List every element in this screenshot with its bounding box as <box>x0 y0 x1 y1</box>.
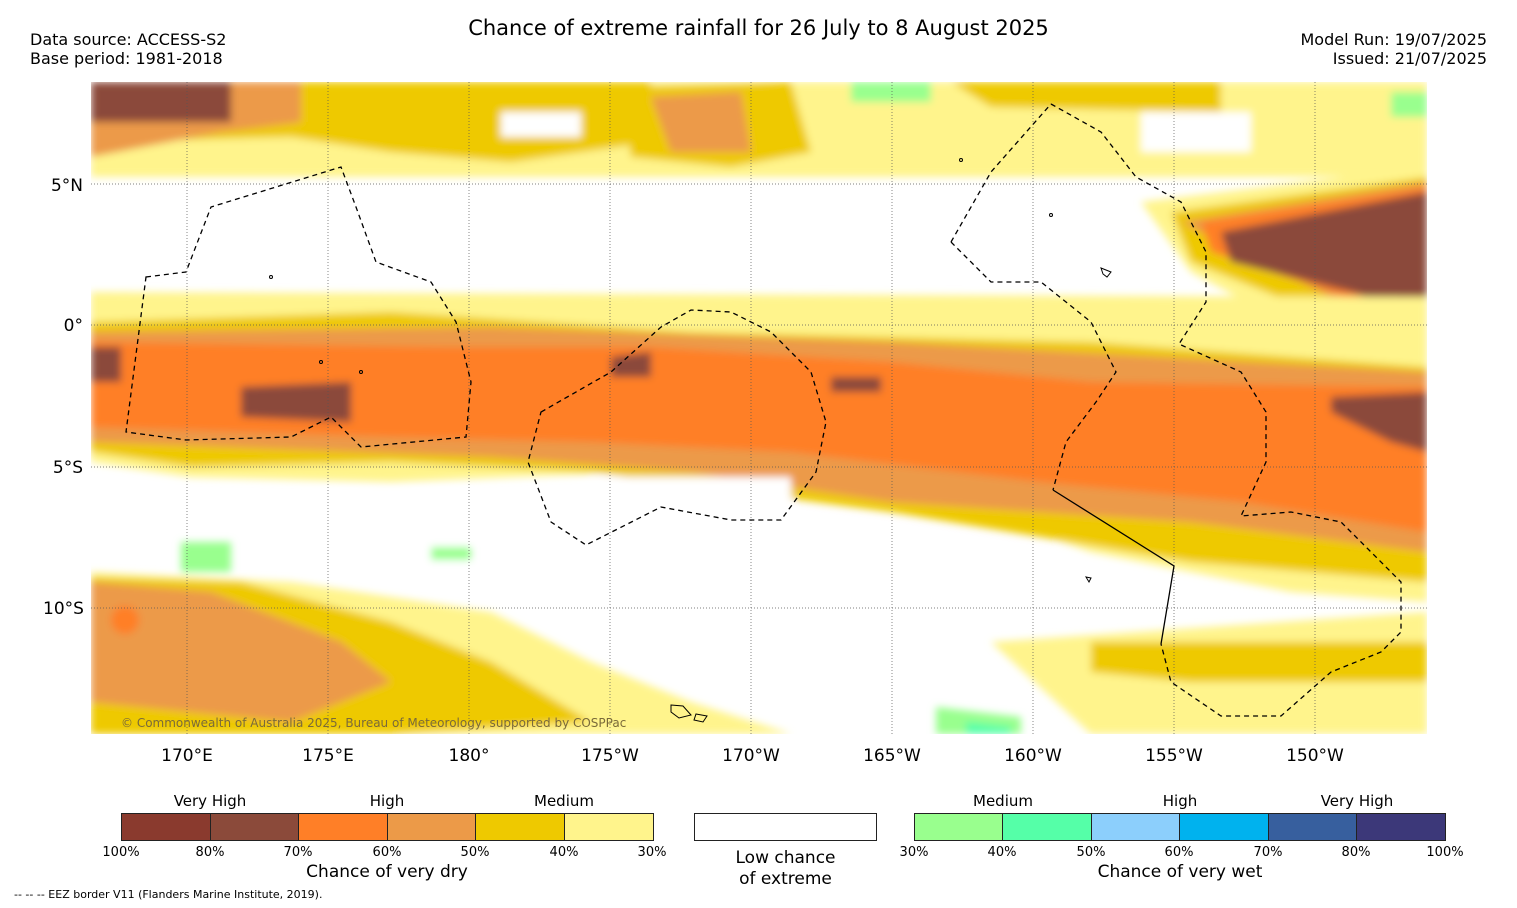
dry-tick: 50% <box>460 845 490 860</box>
dry-tick: 70% <box>283 845 313 860</box>
map-title: Chance of extreme rainfall for 26 July t… <box>468 16 1049 40</box>
lon-label-165w: 165°W <box>863 746 921 766</box>
low-chance-swatch <box>694 813 877 841</box>
wet-swatch-80-100 <box>1357 814 1445 840</box>
eez-solid-border <box>1052 489 1175 645</box>
wet-swatch-50-60 <box>1092 814 1180 840</box>
dry-tick: 100% <box>102 845 140 860</box>
dry-tick: 40% <box>549 845 579 860</box>
model-run: Model Run: 19/07/2025 <box>1300 30 1488 49</box>
lat-label-0: 0° <box>63 316 83 336</box>
dry-colorbar <box>121 813 654 841</box>
dry-category-medium: Medium <box>534 792 594 810</box>
wet-swatch-30-40 <box>915 814 1003 840</box>
wet-tick: 60% <box>1164 845 1194 860</box>
wet-swatch-40-50 <box>1003 814 1092 840</box>
wet-swatch-70-80 <box>1269 814 1357 840</box>
dry-tick: 60% <box>372 845 402 860</box>
dry-swatch-50-40 <box>476 814 565 840</box>
copyright-credit: © Commonwealth of Australia 2025, Bureau… <box>121 716 627 730</box>
lon-label-175e: 175°E <box>302 746 354 766</box>
run-info: Model Run: 19/07/2025 Issued: 21/07/2025 <box>1301 30 1488 68</box>
issued-date: Issued: 21/07/2025 <box>1332 49 1487 68</box>
lon-label-150w: 150°W <box>1286 746 1344 766</box>
low-chance-line1: Low chance <box>735 848 836 868</box>
eez-footnote: -- -- -- EEZ border V11 (Flanders Marine… <box>14 888 323 901</box>
dry-swatch-70-60 <box>299 814 388 840</box>
lon-label-180: 180° <box>448 746 490 766</box>
wet-category-high: High <box>1162 792 1198 810</box>
wet-caption: Chance of very wet <box>1097 862 1263 882</box>
rainfall-map <box>91 82 1427 734</box>
dry-swatch-40-30 <box>565 814 653 840</box>
lat-label-5s: 5°S <box>52 458 83 478</box>
wet-category-medium: Medium <box>973 792 1033 810</box>
dry-swatch-80-70 <box>211 814 299 840</box>
island-outlines <box>269 158 1112 723</box>
wet-tick: 30% <box>899 845 929 860</box>
low-chance-line2: of extreme <box>739 869 832 889</box>
lon-label-170e: 170°E <box>161 746 213 766</box>
graticule <box>91 82 1427 734</box>
wet-tick: 80% <box>1341 845 1371 860</box>
wet-tick: 70% <box>1253 845 1283 860</box>
base-period: Base period: 1981-2018 <box>30 49 223 68</box>
data-info: Data source: ACCESS-S2 Base period: 1981… <box>30 30 226 68</box>
lat-label-5n: 5°N <box>50 176 83 196</box>
dry-swatch-60-50 <box>388 814 476 840</box>
data-source: Data source: ACCESS-S2 <box>30 30 227 49</box>
wet-category-very-high: Very High <box>1320 792 1394 810</box>
low-chance-caption: Low chance of extreme <box>694 848 877 890</box>
lon-label-160w: 160°W <box>1004 746 1062 766</box>
wet-tick: 40% <box>987 845 1017 860</box>
dry-caption: Chance of very dry <box>306 862 468 882</box>
dry-category-very-high: Very High <box>173 792 247 810</box>
wet-colorbar <box>914 813 1446 841</box>
lon-label-155w: 155°W <box>1145 746 1203 766</box>
dry-tick: 30% <box>637 845 667 860</box>
dry-tick: 80% <box>195 845 225 860</box>
wet-swatch-60-70 <box>1180 814 1269 840</box>
eez-borders <box>125 103 1402 717</box>
wet-tick: 100% <box>1426 845 1464 860</box>
rainfall-fields <box>91 82 1427 734</box>
dry-swatch-100-80 <box>122 814 211 840</box>
lon-label-170w: 170°W <box>722 746 780 766</box>
dry-category-high: High <box>369 792 405 810</box>
lon-label-175w: 175°W <box>581 746 639 766</box>
lat-label-10s: 10°S <box>43 599 84 619</box>
wet-tick: 50% <box>1076 845 1106 860</box>
